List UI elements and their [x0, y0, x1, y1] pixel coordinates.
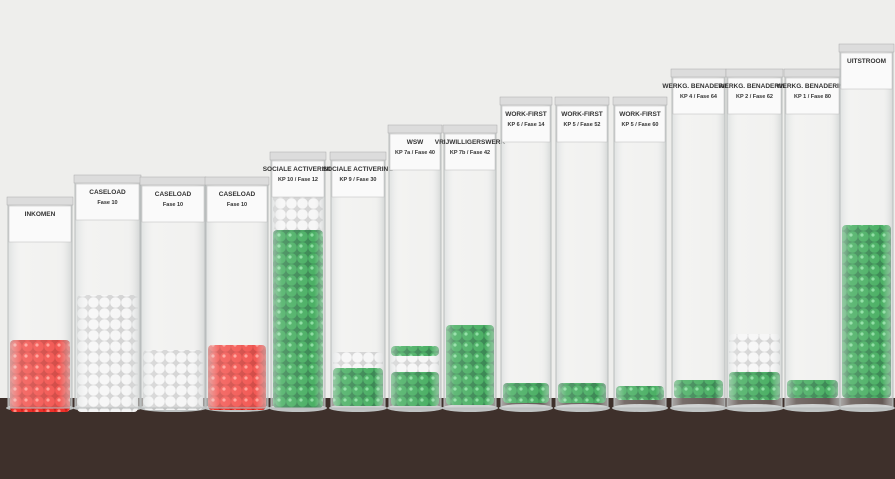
tube-label — [389, 133, 441, 171]
tube-body — [613, 99, 667, 409]
label-text: WERKG. BENADERING — [662, 83, 734, 90]
tube-body — [555, 99, 609, 409]
tube-label — [141, 185, 205, 223]
tube-cap — [387, 124, 443, 134]
tube-cap — [269, 151, 327, 161]
tube-cap — [204, 176, 270, 186]
label-text: Fase 10 — [163, 202, 183, 208]
tube: WORK-FIRST KP 6 / Fase 14 — [499, 96, 553, 412]
tube-label — [672, 77, 725, 115]
tube: WERKG. BENADERING KP 2 / Fase 62 — [718, 68, 791, 412]
tube-label — [75, 183, 140, 221]
tube: WERKG. BENADERING KP 4 / Fase 64 — [662, 68, 735, 412]
label-text: Fase 10 — [227, 202, 247, 208]
label-text: WORK-FIRST — [619, 111, 661, 118]
label-text: VRIJWILLIGERSWERK — [435, 139, 506, 146]
tube-label — [727, 77, 782, 115]
label-text: KP 4 / Fase 64 — [680, 94, 718, 100]
label-text: SOCIALE ACTIVERING — [263, 166, 334, 173]
tube-cap — [838, 43, 895, 53]
label-text: KP 6 / Fase 14 — [508, 122, 546, 128]
tube: CASELOAD Fase 10 — [139, 176, 207, 412]
label-text: KP 7a / Fase 40 — [395, 150, 435, 156]
tube: SOCIALE ACTIVERING KP 9 / Fase 30 — [323, 151, 394, 412]
label-text: CASELOAD — [89, 189, 126, 196]
tube: WORK-FIRST KP 5 / Fase 52 — [554, 96, 610, 412]
label-text: INKOMEN — [25, 211, 56, 218]
tube-cap — [612, 96, 668, 106]
label-text: CASELOAD — [155, 191, 192, 198]
tube-cap — [554, 96, 610, 106]
tube-cap — [725, 68, 784, 78]
tube-label — [840, 52, 893, 90]
tube-label — [501, 105, 551, 143]
label-text: KP 2 / Fase 62 — [736, 94, 773, 100]
tube-cap — [6, 196, 74, 206]
tube-cap — [442, 124, 498, 134]
label-text: Fase 10 — [97, 200, 117, 206]
tube-cap — [670, 68, 727, 78]
tube: WERKG. BENADERING KP 1 / Fase 80 — [776, 68, 849, 412]
tube: WSW KP 7a / Fase 40 — [387, 124, 443, 412]
label-text: KP 7b / Fase 42 — [450, 150, 490, 156]
tube-cap — [73, 174, 142, 184]
label-text: WORK-FIRST — [561, 111, 603, 118]
tube-body — [443, 127, 497, 409]
tube: VRIJWILLIGERSWERK KP 7b / Fase 42 — [435, 124, 506, 412]
tube-cap — [499, 96, 553, 106]
tube-body — [388, 127, 442, 409]
tube-label — [331, 160, 385, 198]
tube: WORK-FIRST KP 5 / Fase 60 — [612, 96, 668, 412]
label-text: KP 5 / Fase 60 — [622, 122, 659, 128]
tube-body — [500, 99, 552, 409]
label-text: WERKG. BENADERING — [776, 83, 848, 90]
label-text: CASELOAD — [219, 191, 256, 198]
label-text: WSW — [407, 139, 424, 146]
tube-label — [785, 77, 840, 115]
tube-cap — [783, 68, 842, 78]
tube-label — [8, 205, 72, 243]
label-text: WERKG. BENADERING — [718, 83, 790, 90]
tube-label — [614, 105, 666, 143]
tube-cap — [139, 176, 207, 186]
label-text: SOCIALE ACTIVERING — [323, 166, 394, 173]
tube: CASELOAD Fase 10 — [204, 176, 270, 412]
tube-body — [671, 71, 726, 409]
label-text: WORK-FIRST — [505, 111, 547, 118]
tube: SOCIALE ACTIVERING KP 10 / Fase 12 — [263, 151, 334, 412]
label-text: KP 9 / Fase 30 — [340, 177, 377, 183]
tube-body — [726, 71, 783, 409]
tube: UITSTROOM — [838, 43, 895, 412]
tube-body — [784, 71, 841, 409]
label-text: KP 5 / Fase 52 — [564, 122, 601, 128]
tube: INKOMEN — [6, 196, 74, 412]
tube-cap — [329, 151, 387, 161]
label-text: KP 1 / Fase 80 — [794, 94, 831, 100]
label-text: UITSTROOM — [847, 58, 886, 65]
tube-label — [206, 185, 268, 223]
tube: CASELOAD Fase 10 — [73, 174, 142, 412]
label-text: KP 10 / Fase 12 — [278, 177, 318, 183]
tube-label — [556, 105, 608, 143]
tube-label — [444, 133, 496, 171]
tube-body — [839, 46, 894, 409]
tube-label — [271, 160, 325, 198]
